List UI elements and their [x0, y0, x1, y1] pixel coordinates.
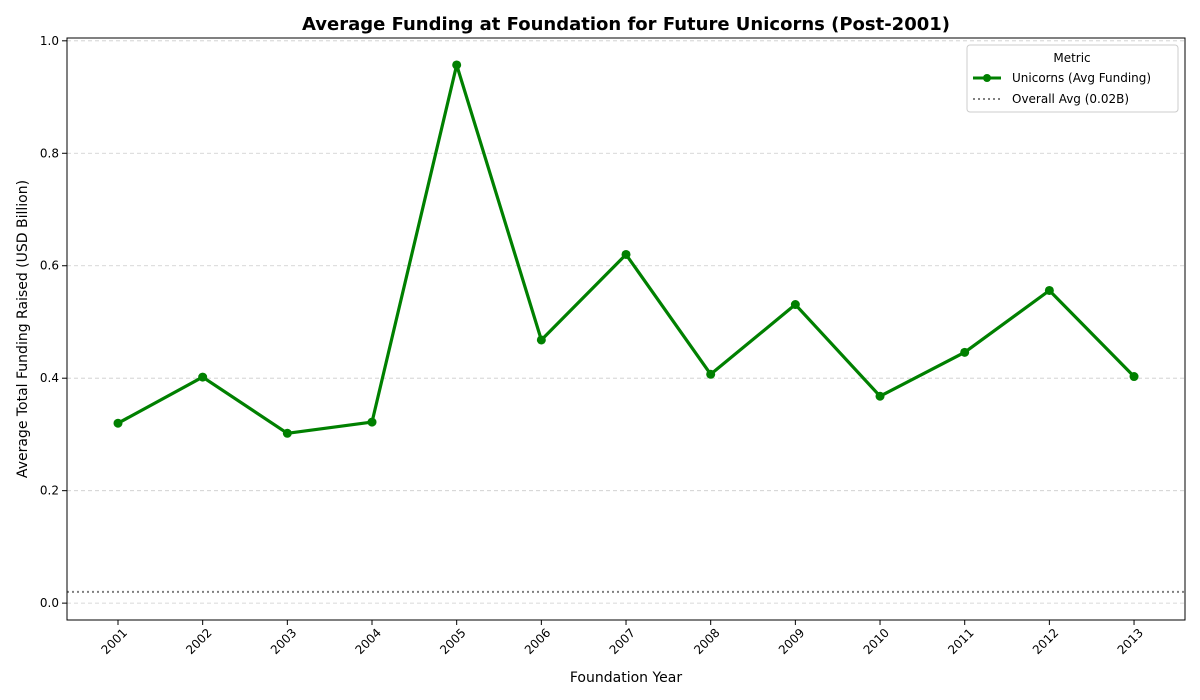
legend-label-reference: Overall Avg (0.02B)	[1012, 92, 1129, 106]
legend-title: Metric	[1053, 51, 1090, 65]
legend-marker-series	[983, 74, 991, 82]
data-point	[452, 60, 462, 70]
data-point	[1044, 285, 1054, 295]
data-point	[960, 347, 970, 357]
y-tick-label: 0.8	[40, 146, 59, 160]
legend-label-series: Unicorns (Avg Funding)	[1012, 71, 1151, 85]
data-point	[198, 372, 208, 382]
series-group	[113, 60, 1139, 438]
y-tick-label: 0.6	[40, 259, 59, 273]
data-point	[875, 391, 885, 401]
legend-box	[966, 44, 1179, 113]
data-point	[282, 428, 292, 438]
x-axis-label: Foundation Year	[570, 670, 682, 686]
data-point	[706, 369, 716, 379]
legend: Metric Unicorns (Avg Funding) Overall Av…	[966, 44, 1179, 113]
data-point	[367, 417, 377, 427]
y-tick-label: 0.2	[40, 484, 59, 498]
chart-title: Average Funding at Foundation for Future…	[302, 14, 950, 35]
gridlines	[67, 40, 1185, 604]
data-point	[1129, 372, 1139, 382]
y-axis: 0.0 0.2 0.4 0.6 0.8 1.0	[40, 34, 67, 610]
data-point	[790, 300, 800, 310]
y-axis-label: Average Total Funding Raised (USD Billio…	[15, 180, 31, 478]
y-tick-label: 0.0	[40, 596, 59, 610]
y-tick-label: 1.0	[40, 34, 59, 48]
data-point	[621, 249, 631, 259]
y-tick-label: 0.4	[40, 371, 59, 385]
data-point	[113, 418, 123, 428]
data-point	[536, 335, 546, 345]
